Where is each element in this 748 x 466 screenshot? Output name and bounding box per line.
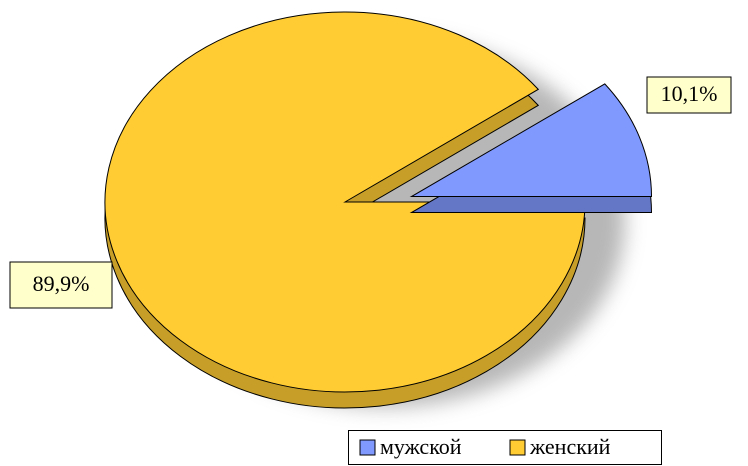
data-label-box	[646, 76, 732, 114]
data-label-box	[9, 261, 113, 309]
legend-label: женский	[529, 434, 611, 459]
data-label: 89,9%	[33, 271, 90, 296]
legend-swatch	[509, 439, 526, 456]
slice	[104, 11, 586, 393]
legend-label: мужской	[380, 434, 462, 459]
data-label: 10,1%	[661, 81, 718, 106]
legend-box	[348, 430, 662, 465]
slice	[409, 83, 653, 198]
legend-swatch	[359, 439, 376, 456]
